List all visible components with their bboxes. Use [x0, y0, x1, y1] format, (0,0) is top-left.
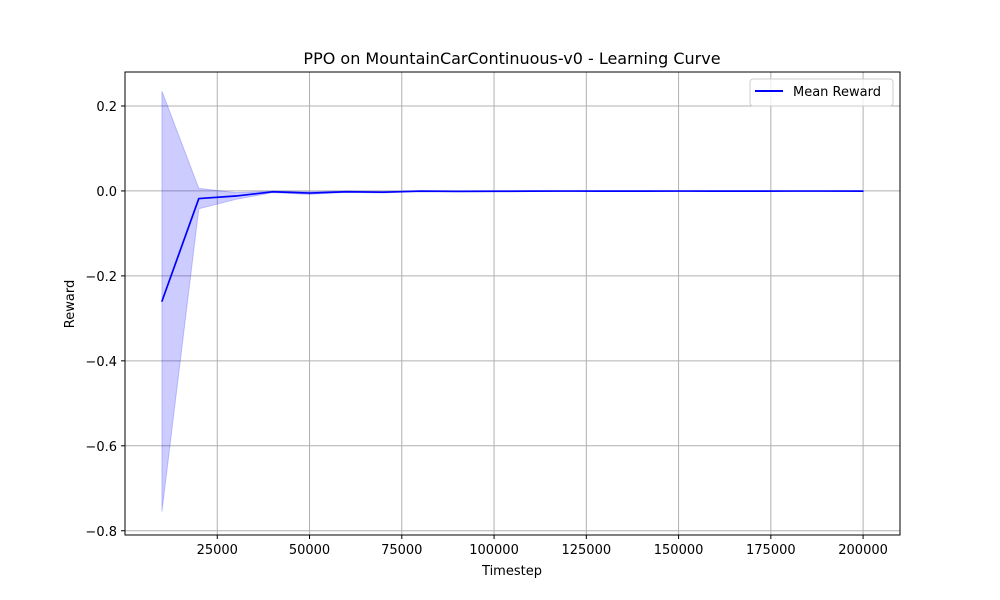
x-tick-label: 200000	[838, 543, 888, 558]
band-layer	[161, 90, 864, 512]
data-point	[641, 190, 643, 192]
chart-title: PPO on MountainCarContinuous-v0 - Learni…	[303, 49, 720, 68]
x-axis-label: Timestep	[481, 564, 542, 579]
y-axis-label: Reward	[63, 280, 78, 328]
x-tick-label: 75000	[381, 543, 422, 558]
y-tick-label: 0.2	[96, 100, 117, 115]
x-tick-label: 25000	[197, 543, 238, 558]
data-point	[825, 190, 827, 192]
x-tick-label: 50000	[289, 543, 330, 558]
data-point	[419, 190, 421, 192]
y-tick-label: −0.6	[85, 440, 117, 455]
plot-frame	[124, 71, 901, 536]
data-point	[751, 190, 753, 192]
x-tick-label: 100000	[469, 543, 519, 558]
y-tick-label: −0.2	[85, 270, 117, 285]
data-point	[530, 190, 532, 192]
data-point	[677, 190, 680, 192]
grid-layer	[125, 72, 900, 535]
data-point	[345, 191, 348, 193]
line-layer	[161, 190, 864, 302]
legend-label-mean-reward: Mean Reward	[793, 85, 881, 100]
data-point	[272, 191, 274, 193]
data-point	[714, 190, 717, 192]
data-point	[604, 190, 606, 192]
data-point	[788, 190, 790, 192]
y-tick-label: 0.0	[96, 185, 117, 200]
data-point	[862, 190, 864, 192]
data-point	[308, 192, 311, 194]
data-point	[235, 195, 237, 197]
x-tick-label: 150000	[654, 543, 704, 558]
data-point	[161, 300, 163, 302]
x-tick-label: 125000	[561, 543, 611, 558]
ticks-layer: 25000 50000 75000 100000 125000 150000 175000 2…	[85, 100, 887, 558]
y-tick-label: −0.4	[85, 355, 117, 370]
data-point	[493, 190, 495, 192]
mean-reward-line	[161, 190, 864, 302]
data-point	[456, 190, 458, 192]
x-tick-label: 175000	[746, 543, 796, 558]
y-tick-label: −0.8	[85, 525, 117, 540]
data-point	[567, 190, 569, 192]
legend: Mean Reward	[749, 78, 894, 107]
std-band	[161, 90, 864, 512]
data-point	[198, 197, 200, 200]
legend-box	[749, 78, 894, 107]
data-point	[382, 191, 384, 193]
